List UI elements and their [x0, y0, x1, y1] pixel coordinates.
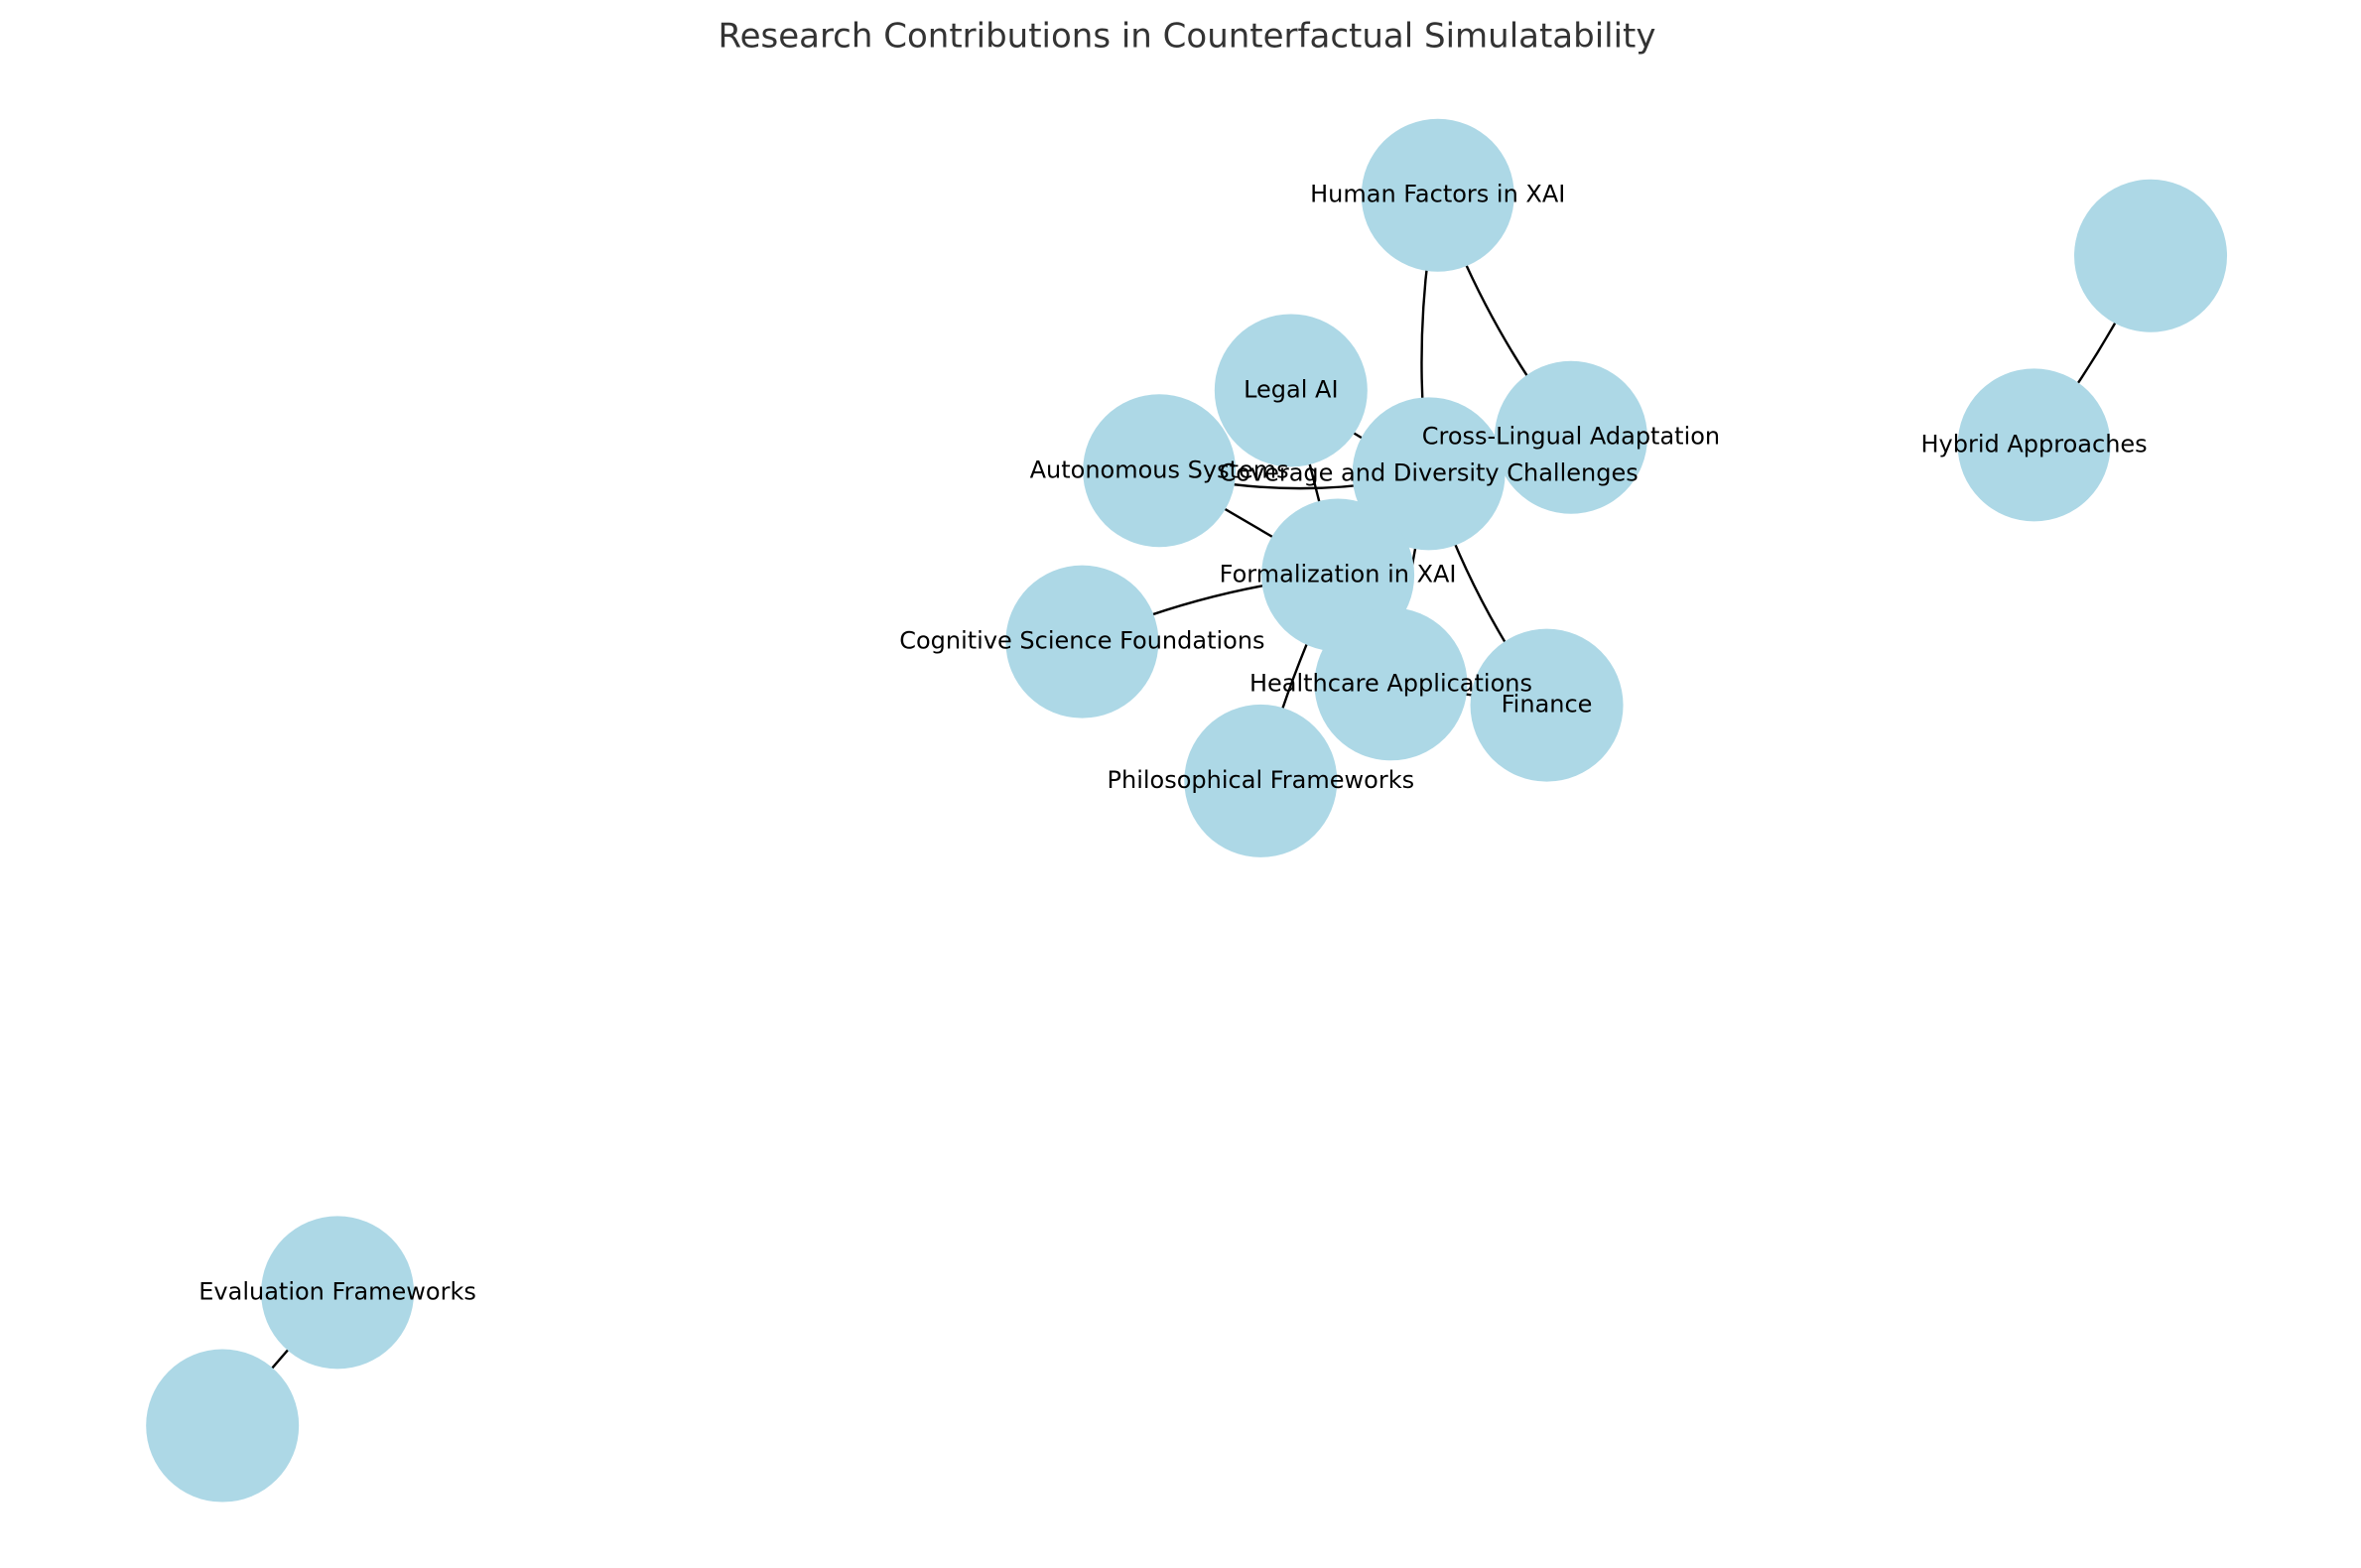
node-label: Human Factors in XAI — [1310, 181, 1565, 208]
node-label: Coverage and Diversity Challenges — [1219, 458, 1638, 486]
node-label: Healthcare Applications — [1249, 669, 1532, 697]
node — [1083, 394, 1237, 548]
node-label: Formalization in XAI — [1220, 561, 1457, 588]
node — [1184, 704, 1338, 857]
node-label: Legal AI — [1244, 375, 1338, 403]
node — [261, 1216, 415, 1370]
node — [146, 1349, 300, 1503]
node — [1005, 565, 1159, 719]
edges — [221, 195, 2153, 1427]
node — [1361, 118, 1514, 272]
nodes — [146, 118, 2228, 1503]
title: Research Contributions in Counterfactual… — [718, 17, 1655, 57]
node-label: Hybrid Approaches — [1921, 430, 2148, 457]
node — [1957, 368, 2111, 522]
node-label: Philosophical Frameworks — [1108, 766, 1415, 794]
node — [1214, 314, 1368, 467]
node — [1470, 628, 1624, 782]
labels: Human Factors in XAI Legal AI Autonomous S… — [198, 181, 2147, 1306]
node-label: Evaluation Frameworks — [198, 1277, 476, 1305]
node — [1352, 397, 1506, 551]
node — [2074, 179, 2228, 332]
node — [1314, 607, 1468, 761]
node-label: Finance — [1502, 691, 1593, 719]
node-label: Autonomous Systems — [1030, 456, 1289, 483]
node — [1494, 360, 1647, 514]
node-label: Cross-Lingual Adaptation — [1422, 423, 1720, 451]
node-label: Cognitive Science Foundations — [899, 627, 1264, 655]
